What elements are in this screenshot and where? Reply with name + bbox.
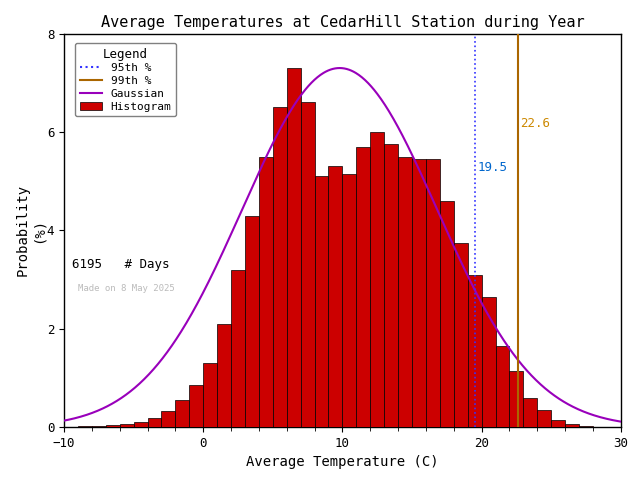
Bar xyxy=(273,108,287,427)
Text: Made on 8 May 2025: Made on 8 May 2025 xyxy=(78,285,175,293)
Bar xyxy=(204,363,217,427)
Text: 6195   # Days: 6195 # Days xyxy=(72,258,170,271)
Bar xyxy=(524,397,538,427)
Bar xyxy=(468,275,482,427)
Bar xyxy=(565,424,579,427)
Text: 22.6: 22.6 xyxy=(520,117,550,130)
Bar xyxy=(579,426,593,427)
Bar xyxy=(440,201,454,427)
Title: Average Temperatures at CedarHill Station during Year: Average Temperatures at CedarHill Statio… xyxy=(100,15,584,30)
Bar xyxy=(287,68,301,427)
X-axis label: Average Temperature (C): Average Temperature (C) xyxy=(246,456,438,469)
Bar xyxy=(259,156,273,427)
Bar xyxy=(301,102,315,427)
Bar xyxy=(134,422,147,427)
Bar xyxy=(481,297,495,427)
Bar xyxy=(398,156,412,427)
Bar xyxy=(245,216,259,427)
Bar xyxy=(175,400,189,427)
Bar xyxy=(509,371,524,427)
Bar xyxy=(495,346,509,427)
Bar xyxy=(412,159,426,427)
Legend: 95th %, 99th %, Gaussian, Histogram: 95th %, 99th %, Gaussian, Histogram xyxy=(75,43,176,116)
Y-axis label: Probability
(%): Probability (%) xyxy=(15,184,45,276)
Bar xyxy=(147,419,161,427)
Bar xyxy=(217,324,231,427)
Bar xyxy=(78,426,92,427)
Bar xyxy=(426,159,440,427)
Text: 19.5: 19.5 xyxy=(477,161,508,174)
Bar xyxy=(92,426,106,427)
Bar xyxy=(551,420,565,427)
Bar xyxy=(342,174,356,427)
Bar xyxy=(328,167,342,427)
Bar xyxy=(231,270,245,427)
Bar xyxy=(454,243,468,427)
Bar xyxy=(120,424,134,427)
Bar xyxy=(106,425,120,427)
Bar xyxy=(370,132,384,427)
Bar xyxy=(384,144,398,427)
Bar xyxy=(189,385,204,427)
Bar xyxy=(315,176,328,427)
Bar xyxy=(538,410,551,427)
Bar xyxy=(161,411,175,427)
Bar xyxy=(356,147,370,427)
